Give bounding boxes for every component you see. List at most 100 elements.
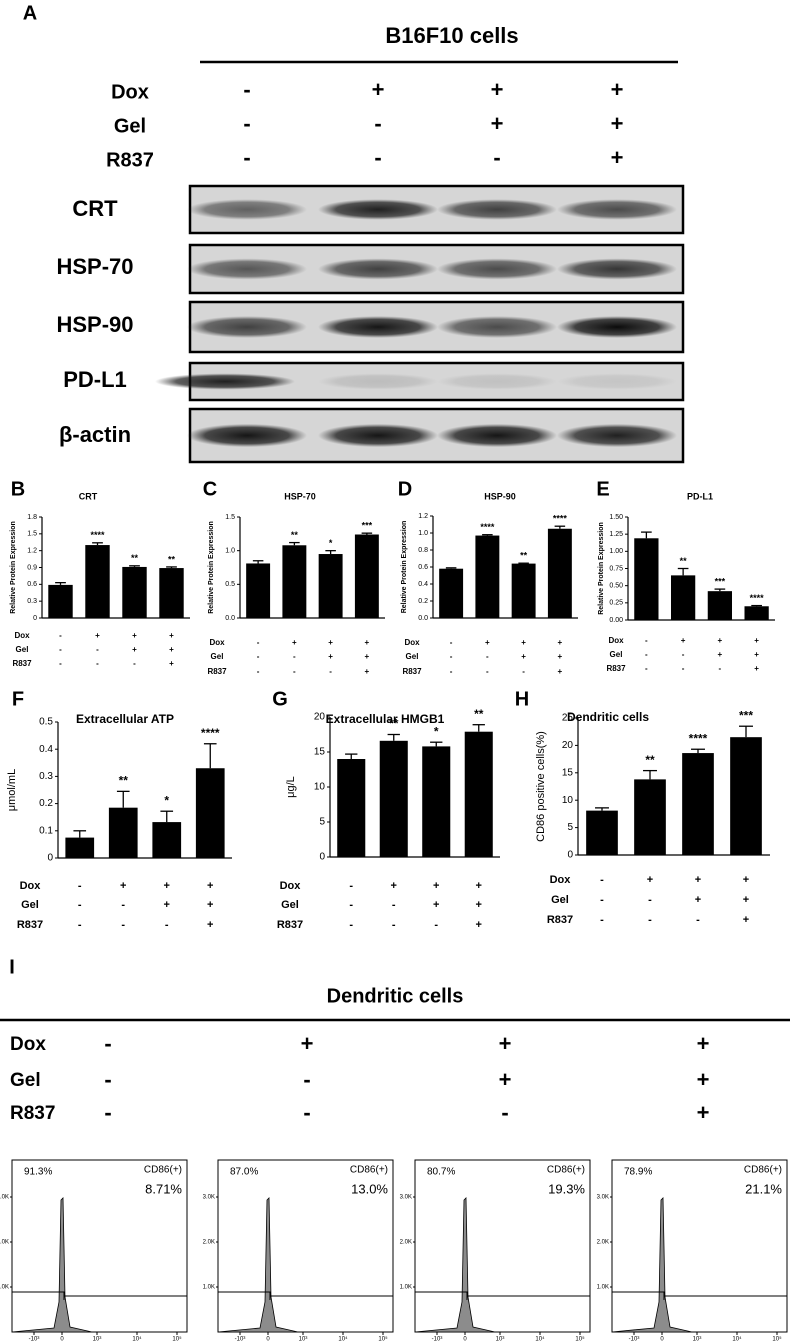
gate (12, 1291, 187, 1300)
significance: ** (520, 551, 528, 561)
condition-sign: - (293, 652, 296, 661)
y-tick-label: 0.0 (225, 615, 235, 622)
condition-sign: + (521, 638, 526, 647)
condition-sign: - (682, 650, 685, 659)
condition-sign: - (243, 111, 250, 136)
blot-label: PD-L1 (63, 367, 127, 392)
condition-sign: - (374, 145, 381, 170)
panel-letter: A (23, 2, 37, 24)
condition-sign: + (328, 638, 333, 647)
y-tick-label: 0.3 (27, 598, 37, 605)
bar (318, 554, 343, 618)
x-tick-label: 0 (266, 1337, 270, 1343)
condition-sign: + (164, 880, 170, 892)
y-tick-label: 1.50 (609, 514, 623, 521)
y-tick-label: 0 (33, 615, 37, 622)
condition-sign: - (719, 664, 722, 673)
condition-sign: - (349, 899, 353, 911)
x-tick-label: 0 (463, 1337, 467, 1343)
condition-sign: + (743, 874, 749, 886)
significance: **** (750, 593, 765, 603)
condition-sign: - (303, 1067, 310, 1092)
x-tick-label: 10⁴ (338, 1336, 348, 1343)
condition-sign: - (121, 899, 125, 911)
y-tick-label: 0.25 (609, 600, 623, 607)
condition-sign: - (78, 899, 82, 911)
x-tick-label: 10⁵ (772, 1336, 782, 1343)
significance: ** (119, 774, 129, 788)
y-tick-label: 0.00 (609, 617, 623, 624)
blot-band (155, 373, 295, 390)
chart-title: CRT (79, 491, 98, 501)
y-axis-label: Relative Protein Expression (401, 521, 408, 614)
condition-sign: - (78, 880, 82, 892)
condition-sign: - (59, 645, 62, 654)
y-tick-label: 1.0 (418, 530, 428, 537)
significance: *** (715, 576, 726, 586)
x-tick-label: 10⁵ (378, 1336, 388, 1343)
condition-sign: + (169, 659, 174, 668)
condition-label: Dox (10, 1034, 46, 1055)
blot-label: β-actin (59, 422, 131, 447)
condition-label: Gel (114, 115, 146, 137)
condition-sign: - (59, 631, 62, 640)
significance: **** (201, 726, 220, 740)
y-tick-label: 0.9 (27, 564, 37, 571)
y-tick-label: 15 (562, 767, 574, 778)
significance: * (164, 793, 169, 807)
condition-sign: - (600, 874, 604, 886)
condition-label: Gel (10, 1070, 41, 1091)
y-tick-label: 20 (314, 712, 326, 723)
condition-label: R837 (207, 667, 227, 676)
condition-sign: - (392, 899, 396, 911)
condition-sign: - (104, 1100, 111, 1125)
y-tick-label: 0.1 (39, 825, 53, 836)
y-tick-label: 1.0K (203, 1285, 215, 1291)
condition-sign: + (754, 636, 759, 645)
blot-band (187, 316, 307, 338)
y-tick-label: 0.3 (39, 771, 53, 782)
flow-plot-frame (217, 1159, 394, 1333)
x-tick-label: 10³ (693, 1337, 702, 1343)
bar (744, 606, 769, 620)
condition-sign: + (292, 638, 297, 647)
bar (354, 534, 379, 618)
panel-title: Dendritic cells (327, 985, 464, 1007)
chart-title: Dendritic cells (567, 710, 649, 724)
condition-sign: + (169, 631, 174, 640)
bar (152, 822, 182, 858)
y-tick-label: 0.5 (39, 717, 53, 728)
x-tick-label: 0 (660, 1337, 664, 1343)
y-tick-label: 0.6 (418, 564, 428, 571)
y-tick-label: 0 (47, 853, 53, 864)
y-tick-label: 2.0K (597, 1240, 609, 1246)
y-tick-label: 20 (562, 740, 574, 751)
condition-sign: + (476, 880, 482, 892)
y-tick-label: 1.0K (400, 1285, 412, 1291)
bar (475, 535, 500, 618)
y-tick-label: 25 (562, 713, 574, 724)
blot-band (318, 373, 438, 390)
blot-band (187, 258, 307, 280)
y-tick-label: 1.8 (27, 514, 37, 521)
negative-percent: 78.9% (624, 1167, 652, 1178)
condition-sign: - (392, 919, 396, 931)
y-axis-label: Relative Protein Expression (208, 521, 215, 614)
bar (682, 753, 714, 855)
y-tick-label: 1.25 (609, 531, 623, 538)
condition-sign: - (257, 652, 260, 661)
panel-letter: E (596, 478, 609, 500)
y-axis-label: Relative Protein Expression (10, 521, 17, 614)
condition-sign: - (293, 667, 296, 676)
blot-band (318, 316, 438, 338)
bar (246, 563, 271, 618)
blot-label: CRT (72, 196, 118, 221)
bar (48, 584, 73, 618)
condition-sign: + (433, 899, 439, 911)
condition-sign: - (243, 145, 250, 170)
condition-sign: - (450, 638, 453, 647)
condition-label: R837 (106, 149, 154, 171)
condition-sign: + (365, 652, 370, 661)
condition-sign: - (486, 667, 489, 676)
condition-sign: + (132, 631, 137, 640)
